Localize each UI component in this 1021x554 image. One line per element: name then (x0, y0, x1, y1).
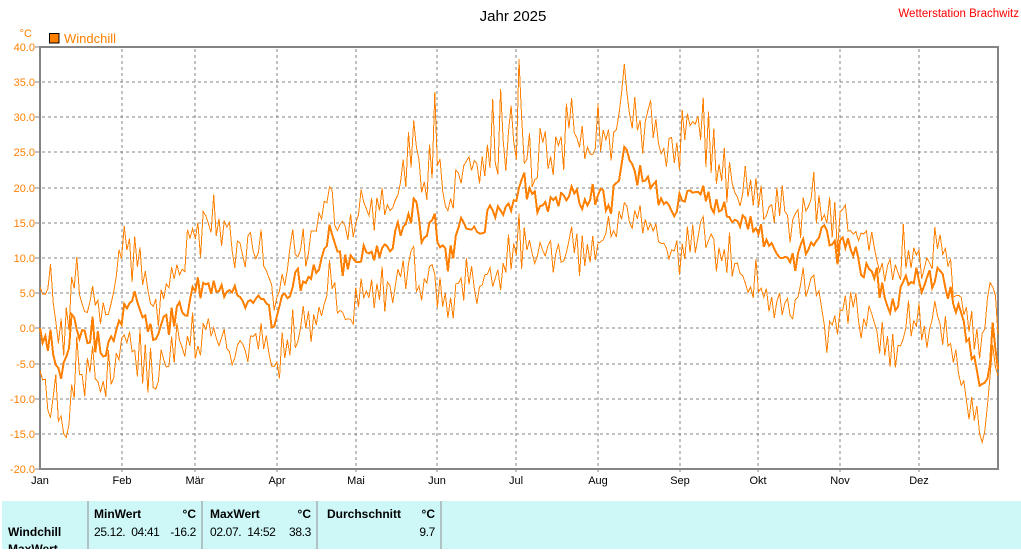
svg-text:Aug: Aug (588, 475, 608, 487)
svg-text:25.0: 25.0 (14, 147, 35, 159)
svg-text:40.0: 40.0 (14, 42, 35, 54)
svg-text:Windchill: Windchill (8, 525, 61, 539)
svg-text:-5.0: -5.0 (16, 359, 35, 371)
svg-text:Jan: Jan (31, 475, 49, 487)
svg-text:MaxWert: MaxWert (210, 507, 260, 521)
svg-text:Dez: Dez (909, 475, 929, 487)
svg-text:Apr: Apr (268, 475, 285, 487)
svg-text:Mär: Mär (186, 475, 205, 487)
svg-text:Wetterstation Brachwitz: Wetterstation Brachwitz (898, 8, 1019, 20)
svg-text:Feb: Feb (113, 475, 132, 487)
svg-text:35.0: 35.0 (14, 77, 35, 89)
svg-text:-20.0: -20.0 (10, 464, 35, 476)
svg-text:-15.0: -15.0 (10, 429, 35, 441)
svg-text:38.3: 38.3 (289, 525, 312, 539)
svg-text:°C: °C (183, 507, 197, 521)
svg-text:30.0: 30.0 (14, 112, 35, 124)
svg-text:-16.2: -16.2 (170, 525, 196, 539)
svg-text:Jun: Jun (428, 475, 446, 487)
svg-text:Mai: Mai (347, 475, 365, 487)
svg-text:MaxWert: MaxWert (8, 542, 58, 549)
svg-text:°C: °C (422, 507, 436, 521)
svg-text:15.0: 15.0 (14, 218, 35, 230)
svg-text:°C: °C (20, 28, 32, 40)
svg-text:MinWert: MinWert (94, 507, 141, 521)
svg-text:°C: °C (298, 507, 312, 521)
svg-text:Okt: Okt (749, 475, 766, 487)
svg-text:Sep: Sep (670, 475, 690, 487)
svg-text:Durchschnitt: Durchschnitt (327, 507, 401, 521)
svg-text:Jahr 2025: Jahr 2025 (480, 8, 547, 25)
svg-text:5.0: 5.0 (20, 288, 35, 300)
svg-text:02.07. 14:52: 02.07. 14:52 (210, 525, 276, 539)
svg-text:9.7: 9.7 (419, 525, 435, 539)
svg-text:20.0: 20.0 (14, 183, 35, 195)
svg-text:25.12. 04:41: 25.12. 04:41 (94, 525, 160, 539)
svg-text:Jul: Jul (509, 475, 523, 487)
svg-text:0.0: 0.0 (20, 323, 35, 335)
svg-text:10.0: 10.0 (14, 253, 35, 265)
svg-text:Windchill: Windchill (64, 31, 116, 46)
svg-text:-10.0: -10.0 (10, 394, 35, 406)
svg-text:Nov: Nov (830, 475, 850, 487)
